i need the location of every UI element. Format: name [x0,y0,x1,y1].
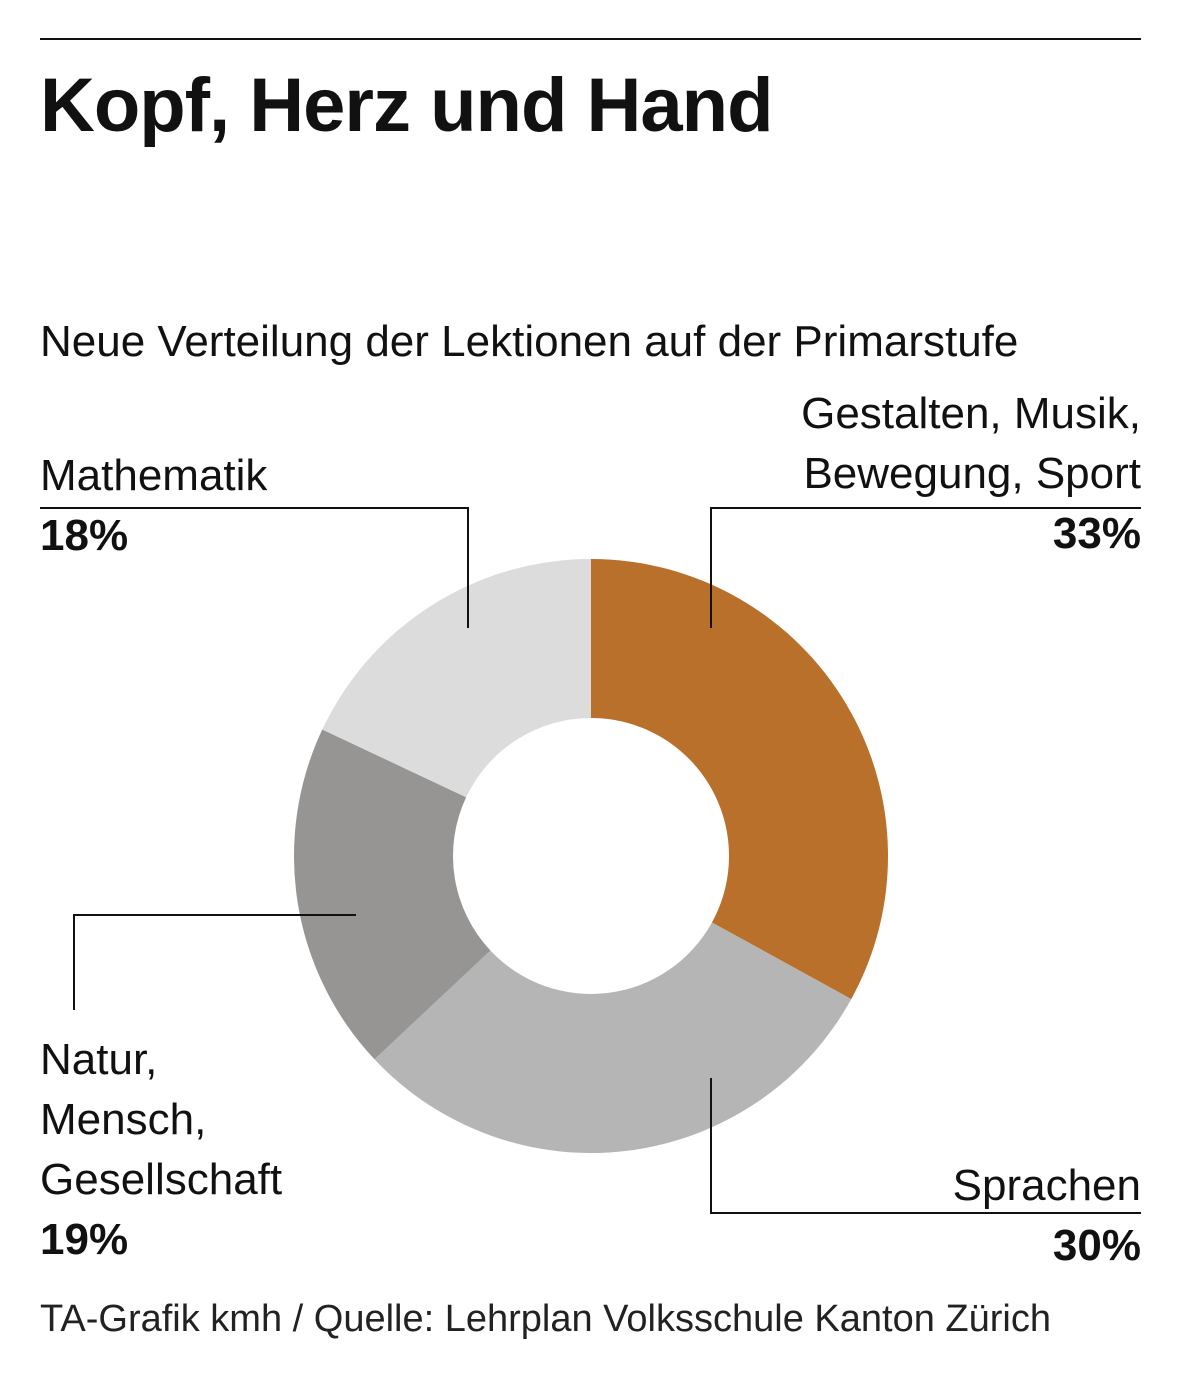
leader-line-gestalten [710,507,1141,628]
donut-slices [293,559,888,1153]
slice-mathematik [322,559,591,798]
label-sprachen: Sprachen 30% [953,1156,1141,1276]
label-mathematik-name: Mathematik [40,451,268,500]
slice-natur [293,729,491,1060]
label-gestalten: Gestalten, Musik, Bewegung, Sport 33% [801,384,1141,564]
chart-title: Kopf, Herz und Hand [40,63,774,148]
label-natur-line-2: Mensch, [40,1095,207,1144]
label-sprachen-value: 30% [1052,1221,1141,1270]
label-gestalten-line-2: Bewegung, Sport [803,449,1141,498]
leader-line-natur [73,914,356,1010]
label-sprachen-name: Sprachen [952,1161,1141,1210]
label-gestalten-line-1: Gestalten, Musik, [801,389,1141,438]
leader-line-math [40,507,469,628]
top-rule [40,38,1141,40]
label-mathematik-value: 18% [40,511,129,560]
label-mathematik: Mathematik 18% [40,446,267,566]
slice-sprachen [374,922,852,1153]
label-natur: Natur, Mensch, Gesellschaft 19% [40,1030,282,1270]
slice-gestalten [591,559,888,1000]
source-note: TA-Grafik kmh / Quelle: Lehrplan Volkssc… [40,1298,1051,1340]
leader-line-sprachen [710,1078,1141,1214]
label-natur-value: 19% [40,1215,129,1264]
label-natur-line-1: Natur, [40,1035,158,1084]
label-gestalten-value: 33% [1052,509,1141,558]
label-natur-line-3: Gesellschaft [40,1155,283,1204]
chart-subtitle: Neue Verteilung der Lektionen auf der Pr… [40,317,1019,366]
leader-lines [40,507,1141,1214]
